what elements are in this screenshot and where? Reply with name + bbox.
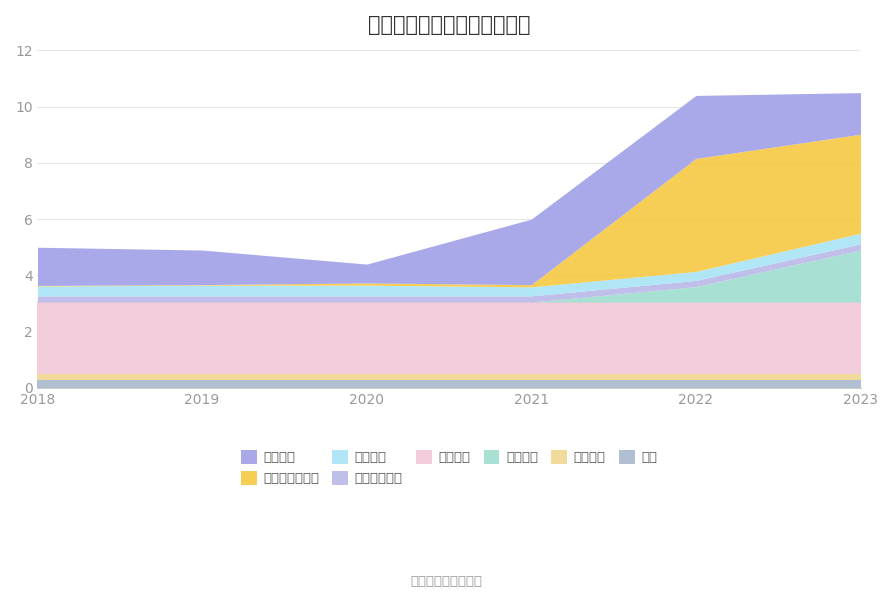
Text: 数据来源：恒生聚源: 数据来源：恒生聚源 <box>411 575 482 588</box>
Legend: 货币资金, 交易性金融资产, 应收账款, 其他流动资产, 固定资产, 在建工程, 无形资产, 其它: 货币资金, 交易性金融资产, 应收账款, 其他流动资产, 固定资产, 在建工程,… <box>236 445 663 491</box>
Title: 历年主要资产堆积图（亿元）: 历年主要资产堆积图（亿元） <box>368 15 530 35</box>
